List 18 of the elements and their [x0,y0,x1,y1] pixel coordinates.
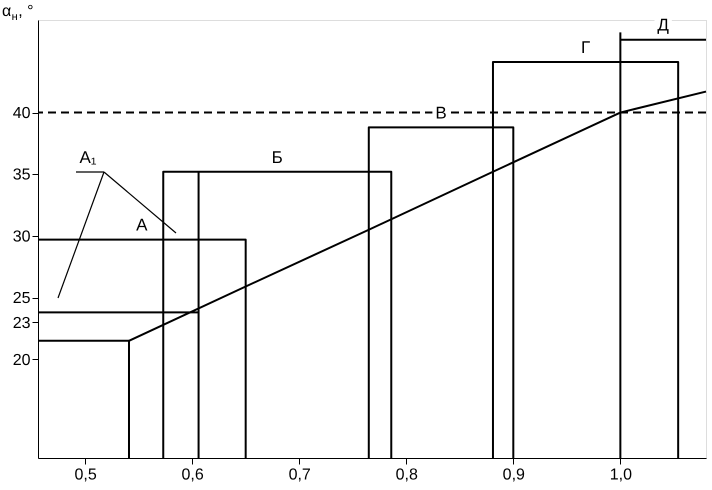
x-tick-label: 0,6 [182,466,204,484]
series-label: Г [580,38,590,57]
annotation: А₁ [79,148,97,167]
y-tick-label: 25 [12,290,31,308]
x-tick-label: 1,0 [610,466,632,484]
series-label: А [136,216,148,235]
series-label: Б [272,148,283,167]
x-tick-label: 0,8 [396,466,418,484]
y-tick-label: 35 [12,166,31,184]
x-tick-label: 0,5 [74,466,97,484]
x-tick-label: 0,7 [288,466,311,484]
series-label: В [435,103,447,122]
y-tick-label: 30 [12,228,31,246]
x-tick-label: 0,9 [502,466,526,484]
y-tick-label: 40 [12,105,31,122]
series-label: Д [657,16,670,35]
y-tick-label: 23 [12,314,31,332]
y-tick-label: 20 [12,352,31,369]
